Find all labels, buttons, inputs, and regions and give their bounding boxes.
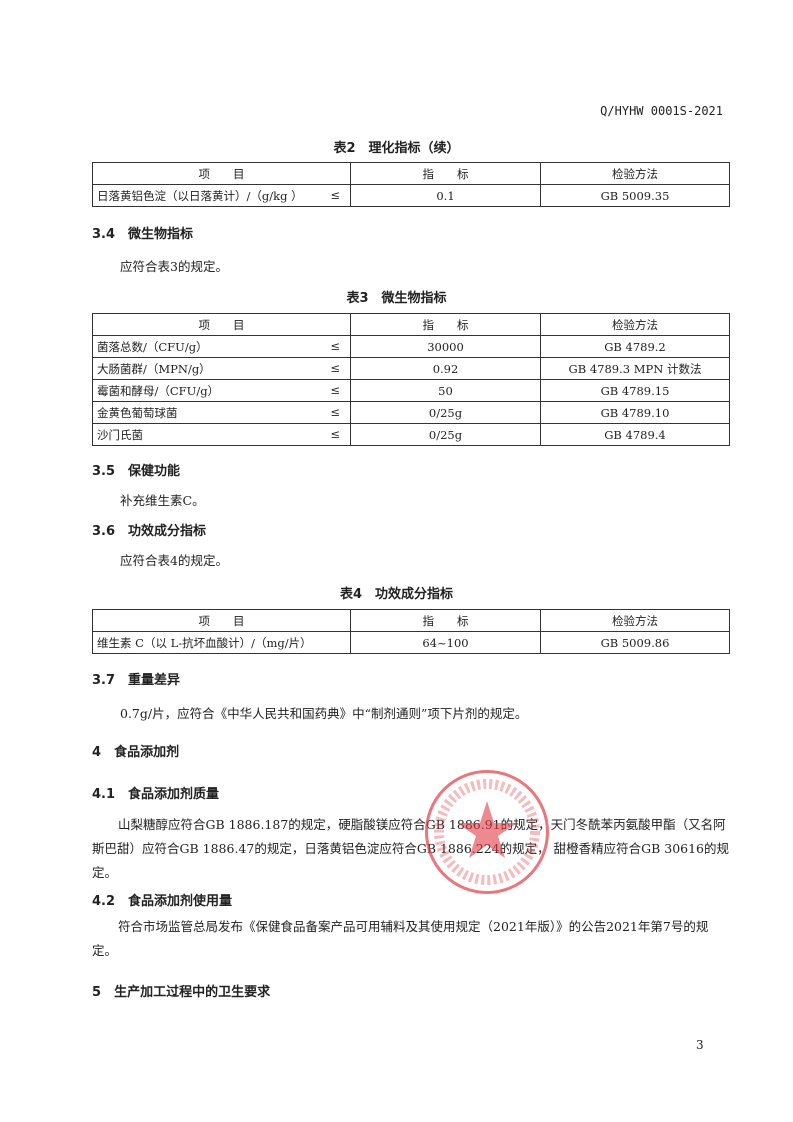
value: 0.1 — [350, 184, 541, 207]
item: 霉菌和酵母/（CFU/g） — [97, 383, 220, 398]
method: GB 4789.3 MPN 计数法 — [540, 357, 730, 380]
item: 金黄色葡萄球菌 — [97, 405, 178, 420]
op: ≤ — [330, 404, 340, 419]
section-4-1-text: 山梨糖醇应符合GB 1886.187的规定，硬脂酸镁应符合GB 1886.91的… — [92, 817, 730, 880]
method: GB 4789.2 — [540, 335, 730, 358]
value: 64~100 — [350, 631, 541, 654]
table2: 项 目指 标检验方法 日落黄铝色淀（以日落黄计）/（g/kg ） ≤0.1 GB 5… — [92, 162, 730, 207]
method: GB 4789.10 — [540, 401, 730, 424]
item: 维生素 C（以 L-抗坏血酸计）/（mg/片） — [92, 631, 351, 654]
col-header: 指 标 — [350, 313, 541, 336]
table-row: 金黄色葡萄球菌 ≤0/25g GB 4789.10 — [92, 401, 730, 424]
op: ≤ — [330, 187, 340, 202]
item: 菌落总数/（CFU/g） — [97, 339, 208, 354]
section-3-5-text: 补充维生素C。 — [120, 493, 205, 508]
section-4-2-text: 符合市场监管总局发布《保健食品备案产品可用辅料及其使用规定（2021年版）》的公… — [92, 919, 709, 958]
section-3-4-text: 应符合表3的规定。 — [120, 259, 228, 274]
method: GB 4789.4 — [540, 423, 730, 446]
page-number: 3 — [696, 1038, 704, 1052]
section-3-4-heading: 3.4 微生物指标 — [92, 227, 194, 242]
op: ≤ — [330, 338, 340, 353]
section-5-heading: 5 生产加工过程中的卫生要求 — [92, 985, 271, 1000]
col-header: 指 标 — [350, 609, 541, 632]
value: 0/25g — [350, 423, 541, 446]
section-4-1-heading: 4.1 食品添加剂质量 — [92, 787, 220, 802]
col-header: 指 标 — [350, 162, 541, 185]
col-header: 检验方法 — [540, 162, 730, 185]
table3: 项 目指 标检验方法 菌落总数/（CFU/g） ≤30000 GB 4789.2 大肠… — [92, 313, 730, 446]
table4-title: 表4 功效成分指标 — [339, 587, 454, 602]
value: 0.92 — [350, 357, 541, 380]
table3-title: 表3 微生物指标 — [346, 291, 447, 306]
method: GB 5009.86 — [540, 631, 730, 654]
item: 大肠菌群/（MPN/g） — [97, 361, 211, 376]
col-header: 项 目 — [92, 609, 351, 632]
value: 50 — [350, 379, 541, 402]
method: GB 4789.15 — [540, 379, 730, 402]
value: 30000 — [350, 335, 541, 358]
table-row: 沙门氏菌 ≤0/25g GB 4789.4 — [92, 423, 730, 446]
company-seal — [425, 770, 549, 894]
section-3-6-text: 应符合表4的规定。 — [120, 553, 228, 568]
table2-title: 表2 理化指标（续） — [333, 141, 460, 156]
col-header: 检验方法 — [540, 313, 730, 336]
seal-star-icon — [434, 779, 540, 885]
section-3-7-text: 0.7g/片，应符合《中华人民共和国药典》中“制剂通则”项下片剂的规定。 — [120, 706, 528, 721]
section-3-7-heading: 3.7 重量差异 — [92, 673, 181, 688]
table4: 项 目指 标检验方法 维生素 C（以 L-抗坏血酸计）/（mg/片） 64~100… — [92, 609, 730, 654]
table-row: 霉菌和酵母/（CFU/g） ≤50 GB 4789.15 — [92, 379, 730, 402]
doc-code: Q/HYHW 0001S-2021 — [600, 104, 723, 118]
table-row: 大肠菌群/（MPN/g） ≤0.92 GB 4789.3 MPN 计数法 — [92, 357, 730, 380]
section-3-6-heading: 3.6 功效成分指标 — [92, 524, 207, 539]
table-row: 菌落总数/（CFU/g） ≤30000 GB 4789.2 — [92, 335, 730, 358]
op: ≤ — [330, 360, 340, 375]
col-header: 项 目 — [92, 162, 351, 185]
op: ≤ — [330, 382, 340, 397]
col-header: 检验方法 — [540, 609, 730, 632]
item: 沙门氏菌 — [97, 427, 143, 442]
col-header: 项 目 — [92, 313, 351, 336]
section-4-2-heading: 4.2 食品添加剂使用量 — [92, 894, 233, 909]
table-row: 日落黄铝色淀（以日落黄计）/（g/kg ） ≤0.1 GB 5009.35 — [92, 184, 730, 207]
table-row: 维生素 C（以 L-抗坏血酸计）/（mg/片） 64~100 GB 5009.86 — [92, 631, 730, 654]
item: 日落黄铝色淀（以日落黄计）/（g/kg ） — [97, 188, 303, 203]
method: GB 5009.35 — [540, 184, 730, 207]
section-4-heading: 4 食品添加剂 — [92, 745, 180, 760]
op: ≤ — [330, 426, 340, 441]
value: 0/25g — [350, 401, 541, 424]
section-3-5-heading: 3.5 保健功能 — [92, 464, 181, 479]
